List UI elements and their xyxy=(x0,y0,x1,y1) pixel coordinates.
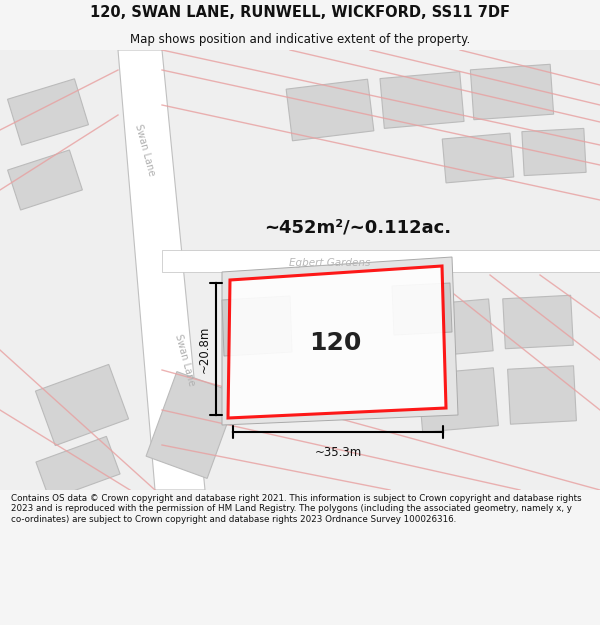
Bar xyxy=(508,366,577,424)
Text: Swan Lane: Swan Lane xyxy=(173,333,197,387)
Text: Contains OS data © Crown copyright and database right 2021. This information is : Contains OS data © Crown copyright and d… xyxy=(11,494,581,524)
Bar xyxy=(470,64,554,120)
Text: Swan Lane: Swan Lane xyxy=(133,123,157,177)
Text: 120: 120 xyxy=(309,331,361,355)
Bar xyxy=(522,128,586,176)
Bar xyxy=(286,79,374,141)
Text: ~452m²/~0.112ac.: ~452m²/~0.112ac. xyxy=(265,219,452,237)
Bar xyxy=(417,299,493,357)
Polygon shape xyxy=(228,266,446,418)
Text: Egbert Gardens: Egbert Gardens xyxy=(289,258,371,268)
Text: ~20.8m: ~20.8m xyxy=(198,325,211,372)
Polygon shape xyxy=(222,296,292,356)
Bar xyxy=(418,368,499,432)
Text: ~35.3m: ~35.3m xyxy=(314,446,362,459)
Bar xyxy=(35,364,128,446)
Bar xyxy=(146,372,238,478)
Polygon shape xyxy=(222,257,458,425)
Bar xyxy=(380,72,464,128)
Bar xyxy=(8,79,88,145)
Bar xyxy=(36,436,120,499)
Text: Map shows position and indicative extent of the property.: Map shows position and indicative extent… xyxy=(130,34,470,46)
Bar xyxy=(162,250,600,272)
Polygon shape xyxy=(118,50,205,490)
Bar xyxy=(8,150,82,210)
Polygon shape xyxy=(392,283,452,335)
Bar xyxy=(442,133,514,183)
Bar xyxy=(503,295,573,349)
Text: 120, SWAN LANE, RUNWELL, WICKFORD, SS11 7DF: 120, SWAN LANE, RUNWELL, WICKFORD, SS11 … xyxy=(90,5,510,20)
